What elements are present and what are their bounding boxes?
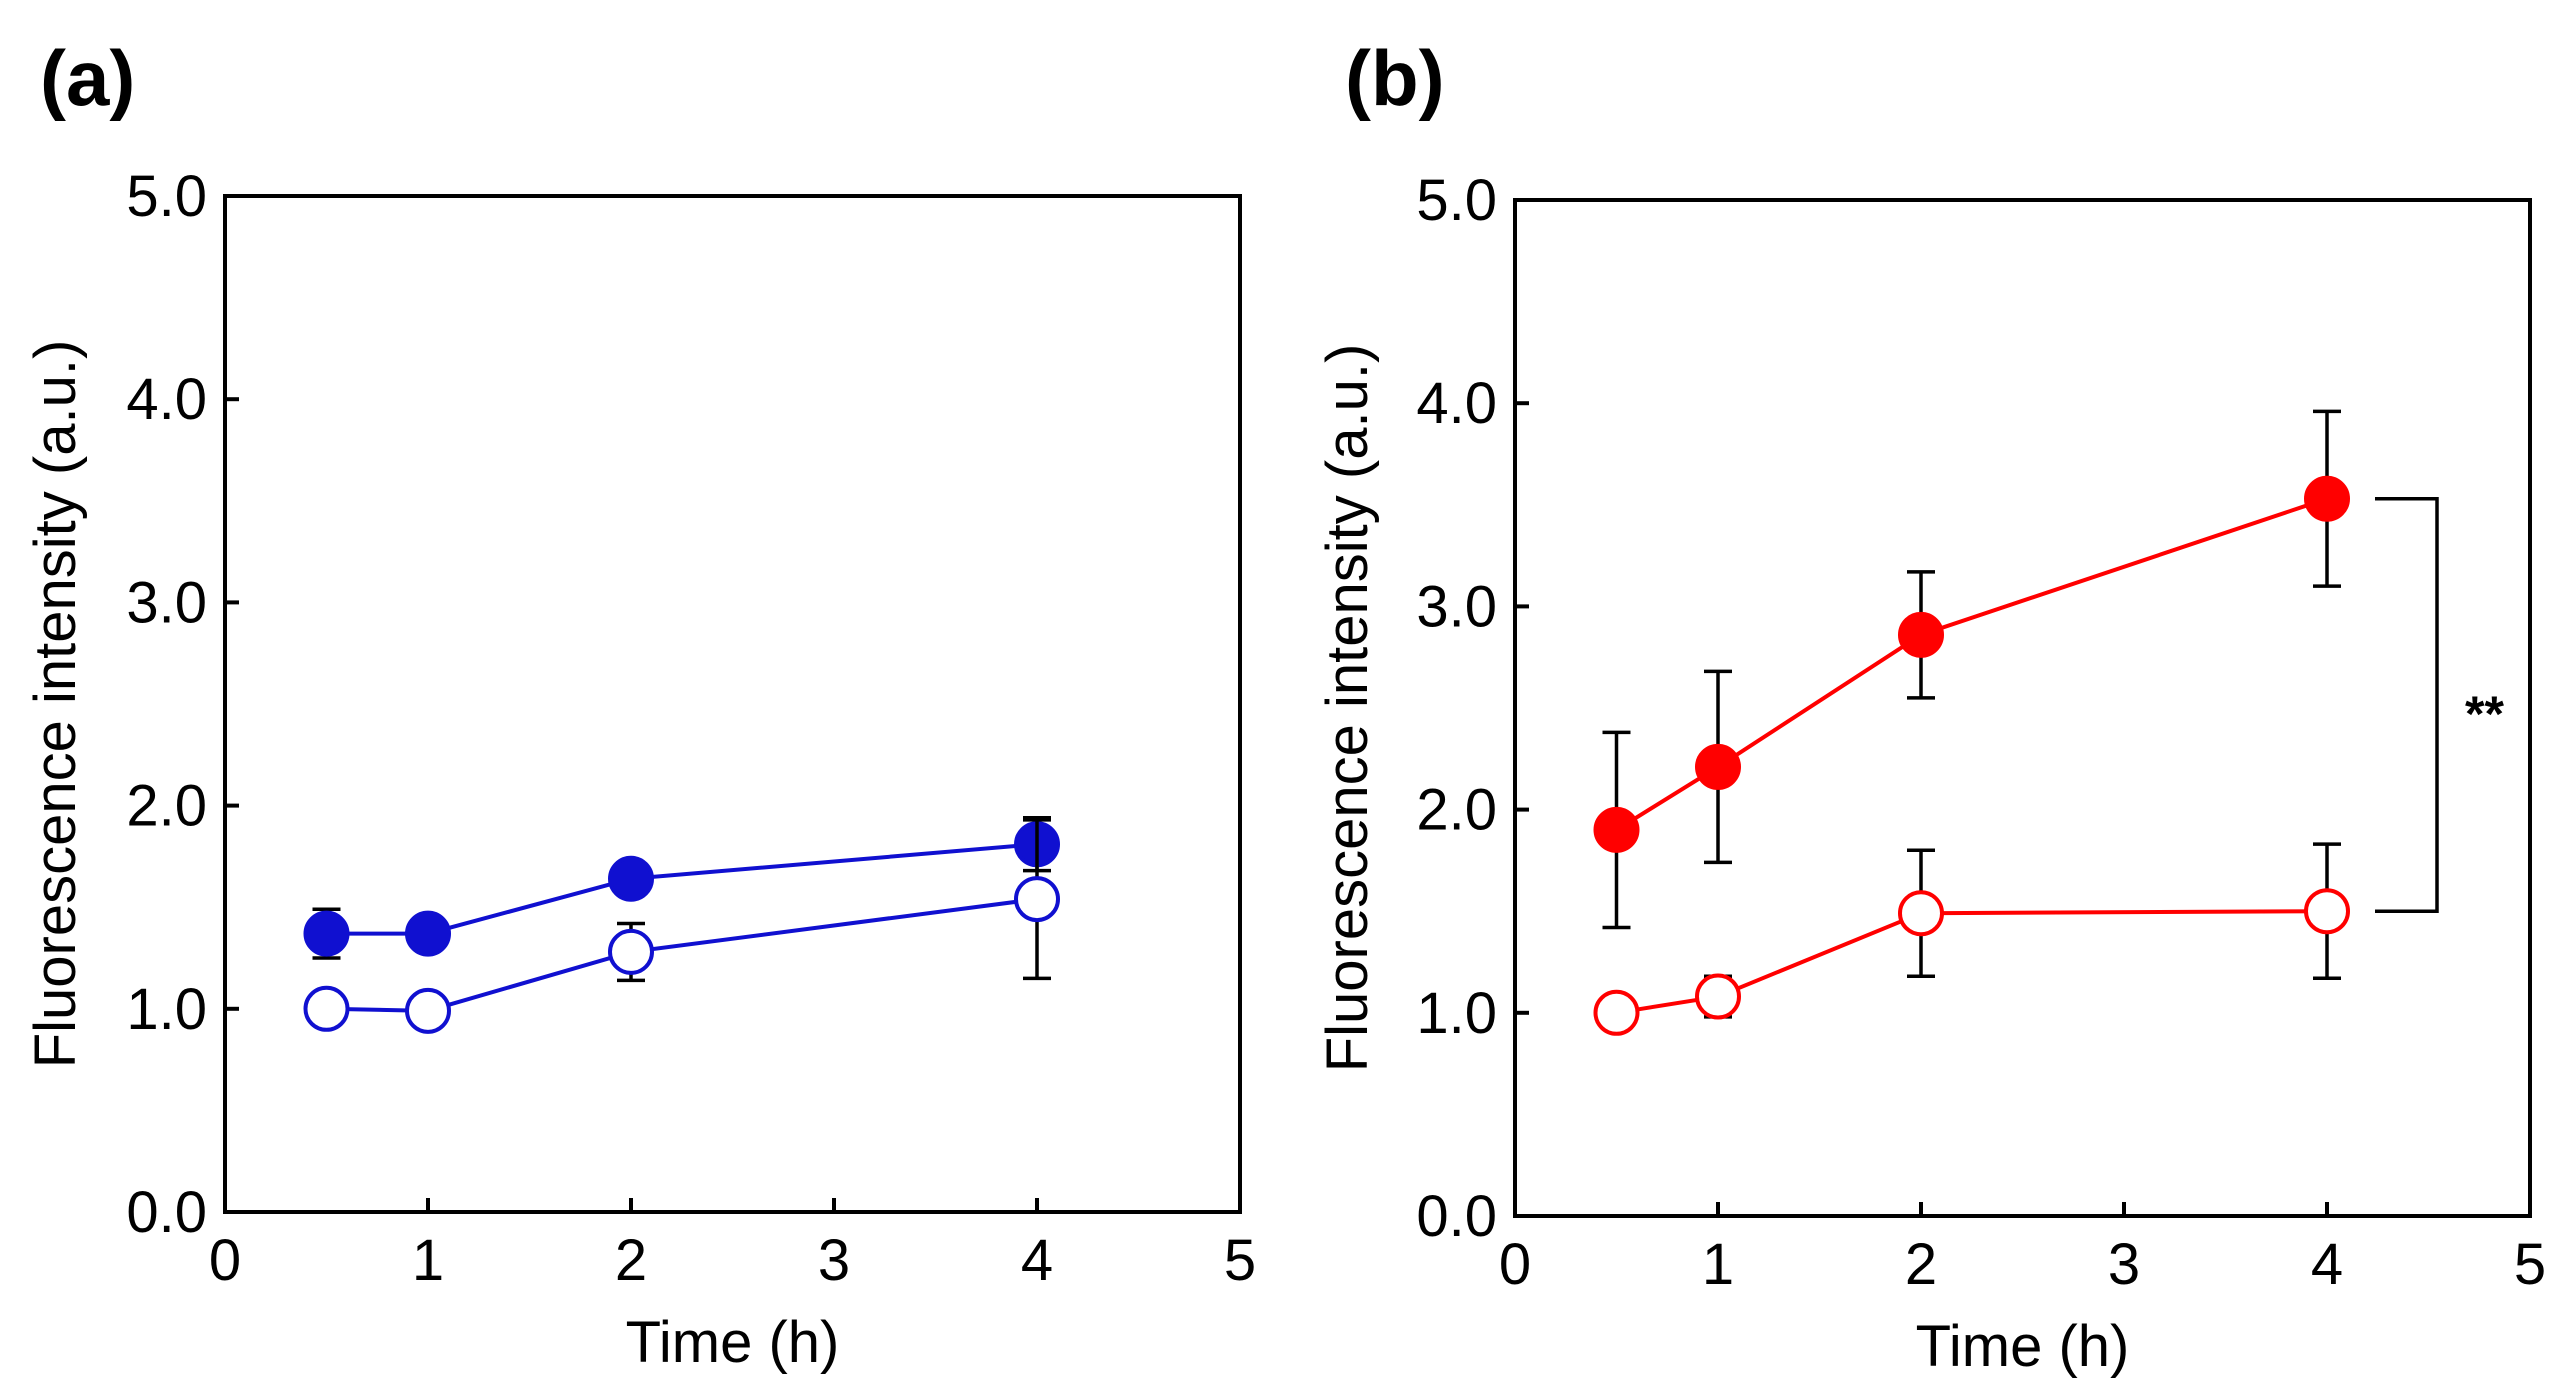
y-tick-label: 5.0 (126, 164, 207, 229)
y-axis-title: Fluorescence intensity (a.u.) (1315, 344, 1380, 1073)
y-tick-label: 4.0 (1416, 371, 1497, 436)
y-tick-label: 2.0 (126, 774, 207, 839)
series-line-filled (326, 842, 1038, 936)
data-point-filled (1593, 806, 1640, 853)
x-tick-label: 2 (615, 1228, 647, 1293)
x-tick-label: 4 (2311, 1232, 2343, 1297)
data-point-filled (1898, 611, 1944, 658)
data-point-filled (608, 855, 654, 902)
y-tick-label: 1.0 (1416, 981, 1497, 1046)
data-point-open (1593, 989, 1640, 1036)
y-tick-label: 2.0 (1416, 778, 1497, 843)
x-tick-label: 1 (412, 1228, 444, 1293)
data-point-open (608, 928, 654, 975)
series-line-open (1616, 909, 2328, 1015)
x-tick-label: 0 (1499, 1232, 1531, 1297)
x-tick-label: 3 (2108, 1232, 2140, 1297)
x-tick-label: 1 (1702, 1232, 1734, 1297)
significance-label: ** (2465, 686, 2504, 742)
y-tick-label: 4.0 (126, 367, 207, 432)
data-point-open (1695, 973, 1741, 1020)
x-axis-title: Time (h) (1916, 1314, 2130, 1379)
y-tick-label: 0.0 (1416, 1184, 1497, 1249)
x-tick-label: 5 (2514, 1232, 2546, 1297)
y-tick-label: 1.0 (126, 977, 207, 1042)
data-point-filled (2304, 475, 2350, 522)
significance-bracket (2375, 496, 2439, 913)
x-tick-label: 4 (1021, 1228, 1053, 1293)
x-tick-label: 2 (1905, 1232, 1937, 1297)
series-line-open (326, 897, 1038, 1013)
panel-label: (a) (40, 34, 135, 122)
data-point-open (2304, 888, 2350, 935)
y-tick-label: 0.0 (126, 1180, 207, 1245)
y-tick-label: 3.0 (126, 570, 207, 635)
x-tick-label: 5 (1224, 1228, 1256, 1293)
data-point-filled (303, 910, 350, 957)
data-point-filled (1695, 743, 1741, 790)
panel-a: (a) 0 1 2 3 4 5 0.0 1.0 2.0 3.0 4.0 5.0 Time (h) Fluor… (23, 34, 1256, 1375)
series-line-filled (1615, 496, 2328, 832)
plot-frame (1513, 198, 2532, 1218)
plot-frame (223, 194, 1242, 1214)
y-tick-label: 5.0 (1416, 168, 1497, 233)
panel-label: (b) (1345, 34, 1445, 122)
y-axis-title: Fluorescence intensity (a.u.) (23, 340, 88, 1069)
y-tick-label: 3.0 (1416, 574, 1497, 639)
x-axis-title: Time (h) (626, 1310, 840, 1375)
data-point-open (303, 985, 350, 1032)
data-point-open (1014, 876, 1060, 923)
data-point-open (405, 987, 451, 1034)
panel-b: (b) 0 1 2 3 4 5 0.0 1.0 2.0 3.0 4.0 5.0 Time (h) Fluor… (1315, 34, 2546, 1379)
x-tick-label: 0 (209, 1228, 241, 1293)
data-point-open (1898, 890, 1944, 937)
x-tick-label: 3 (818, 1228, 850, 1293)
data-point-filled (405, 910, 451, 957)
